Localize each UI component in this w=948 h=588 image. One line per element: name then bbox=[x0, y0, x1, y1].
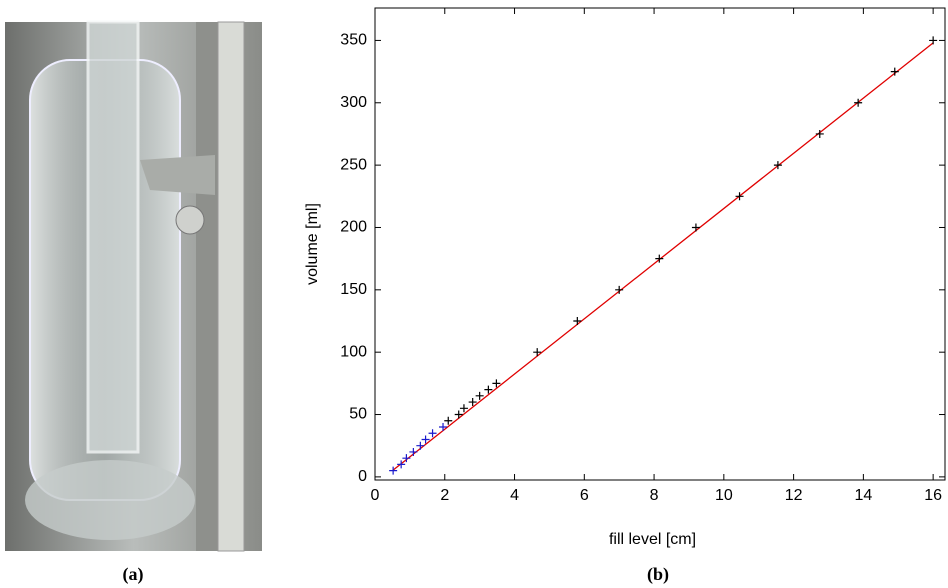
data-point bbox=[389, 466, 398, 475]
data-point bbox=[890, 67, 899, 76]
data-point bbox=[428, 429, 437, 438]
x-tick-label: 6 bbox=[580, 487, 589, 504]
y-tick-label: 0 bbox=[358, 468, 367, 485]
data-point bbox=[815, 129, 824, 138]
data-point bbox=[492, 379, 501, 388]
data-point bbox=[454, 410, 463, 419]
data-point bbox=[484, 385, 493, 394]
data-point bbox=[475, 391, 484, 400]
fit-line bbox=[392, 42, 934, 472]
data-point bbox=[533, 348, 542, 357]
y-tick-label: 200 bbox=[340, 219, 367, 236]
data-point bbox=[655, 254, 664, 263]
data-point bbox=[573, 317, 582, 326]
data-point bbox=[854, 98, 863, 107]
plot-frame bbox=[374, 7, 946, 481]
x-tick-label: 4 bbox=[510, 487, 519, 504]
y-tick-label: 150 bbox=[340, 281, 367, 298]
data-point bbox=[421, 435, 430, 444]
x-tick-label: 12 bbox=[785, 487, 803, 504]
y-tick-label: 250 bbox=[340, 156, 367, 173]
y-tick-label: 350 bbox=[340, 32, 367, 49]
metal-rail bbox=[196, 22, 218, 551]
y-tick-label: 50 bbox=[349, 406, 367, 423]
photo bbox=[5, 20, 262, 552]
glass-base bbox=[25, 460, 195, 540]
data-point bbox=[416, 441, 425, 450]
y-tick-label: 100 bbox=[340, 343, 367, 360]
data-point bbox=[439, 423, 448, 432]
data-point bbox=[444, 416, 453, 425]
x-tick-label: 2 bbox=[440, 487, 449, 504]
data-point bbox=[691, 223, 700, 232]
data-point bbox=[929, 36, 938, 45]
data-point bbox=[468, 398, 477, 407]
y-axis-label: volume [ml] bbox=[304, 203, 321, 285]
y-tick-label: 300 bbox=[340, 94, 367, 111]
x-tick-label: 0 bbox=[371, 487, 380, 504]
data-point bbox=[397, 460, 406, 469]
x-tick-label: 10 bbox=[715, 487, 733, 504]
clamp bbox=[140, 155, 215, 195]
data-point bbox=[409, 447, 418, 456]
data-point bbox=[615, 285, 624, 294]
data-point bbox=[735, 192, 744, 201]
x-tick-label: 8 bbox=[650, 487, 659, 504]
x-axis-label: fill level [cm] bbox=[609, 531, 696, 548]
caption: (a) bbox=[123, 564, 144, 585]
data-point bbox=[402, 454, 411, 463]
chart: 0 2 4 6 8 10 12 14 16 0 50 100 150 200 250 300 350 fill l… bbox=[304, 7, 946, 548]
caption: (b) bbox=[647, 564, 669, 585]
data-point bbox=[459, 404, 468, 413]
glass-tube bbox=[86, 20, 140, 454]
ruler bbox=[217, 21, 245, 552]
x-tick-label: 14 bbox=[854, 487, 872, 504]
wing-nut bbox=[175, 205, 205, 235]
x-tick-label: 16 bbox=[924, 487, 942, 504]
data-point bbox=[773, 161, 782, 170]
